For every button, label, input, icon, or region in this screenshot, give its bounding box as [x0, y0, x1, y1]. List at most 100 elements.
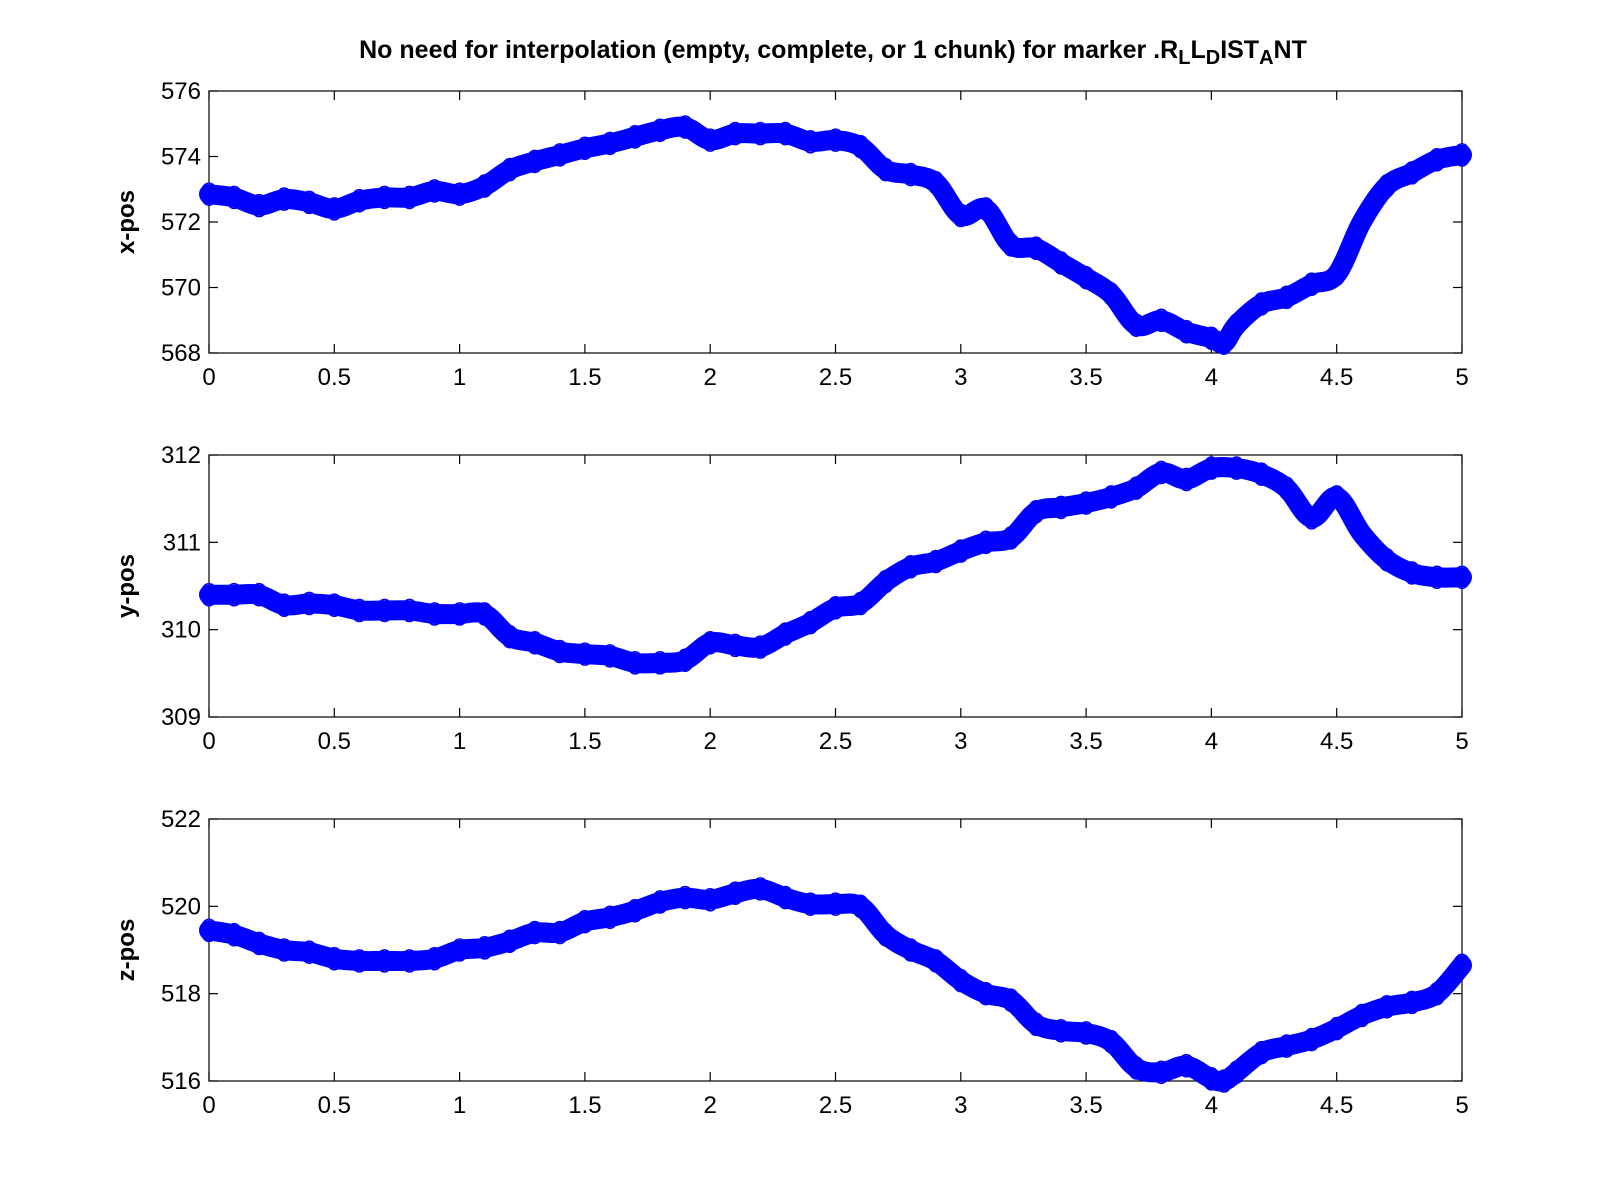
data-point: [1403, 561, 1421, 585]
x-tick-label: 0: [202, 364, 215, 391]
y-tick-label: 310: [161, 617, 201, 644]
data-point: [500, 929, 519, 954]
data-point: [626, 651, 644, 675]
data-point: [225, 582, 243, 607]
data-point: [375, 185, 394, 210]
x-tick-label: 5: [1455, 364, 1468, 391]
subplot-y-pos: 0 0.5 1 1.5 2 2.5 3 3.5 4 4.5 5 309 310 311 312 y-pos: [113, 442, 1472, 755]
x-tick-label: 0.5: [318, 1092, 351, 1119]
series-z-pos: [199, 877, 1472, 1093]
data-point: [1428, 981, 1446, 1006]
x-tick-label: 1.5: [568, 728, 601, 755]
data-point: [726, 881, 745, 906]
data-point: [400, 949, 419, 973]
data-point: [250, 931, 268, 956]
data-point: [1327, 485, 1346, 509]
data-point: [1077, 1021, 1095, 1045]
data-point: [1077, 491, 1095, 515]
data-point: [500, 624, 519, 649]
data-point: [300, 591, 319, 616]
x-tick-label: 5: [1455, 728, 1468, 755]
data-point: [350, 949, 369, 973]
data-point: [1102, 1029, 1120, 1054]
data-point: [1352, 521, 1371, 546]
data-point: [1453, 953, 1471, 978]
data-point: [826, 596, 845, 620]
data-point: [651, 118, 669, 143]
data-point: [300, 940, 319, 964]
data-point: [1252, 292, 1271, 316]
data-point: [1352, 1003, 1371, 1028]
data-point: [1152, 1060, 1171, 1085]
data-point: [1202, 326, 1221, 351]
data-point: [576, 136, 594, 161]
data-point: [525, 920, 544, 945]
subplot-x-pos: 0 0.5 1 1.5 2 2.5 3 3.5 4 4.5 5 568 570 572 574 576 x-po…: [113, 78, 1472, 391]
data-point: [200, 182, 218, 206]
x-tick-label: 2: [704, 364, 717, 391]
x-tick-label: 3: [954, 1092, 967, 1119]
data-point: [851, 134, 870, 159]
data-point: [1052, 251, 1070, 275]
data-point: [751, 121, 770, 146]
data-point: [475, 936, 494, 960]
x-tick-label: 2.5: [819, 1092, 852, 1119]
data-point: [676, 115, 694, 139]
data-point: [1378, 547, 1396, 572]
x-tick-label: 4: [1205, 364, 1218, 391]
data-point: [500, 157, 519, 182]
data-point: [1227, 456, 1246, 480]
data-point: [525, 149, 544, 174]
data-point: [901, 938, 920, 962]
series-trace: [199, 116, 1472, 354]
data-point: [350, 598, 369, 623]
data-point: [450, 602, 469, 626]
data-point: [576, 909, 594, 934]
data-point: [926, 170, 945, 195]
data-point: [676, 648, 694, 673]
data-point: [350, 188, 369, 213]
data-point: [651, 651, 669, 675]
data-point: [1453, 143, 1471, 167]
x-tick-label: 0.5: [318, 364, 351, 391]
data-point: [951, 968, 970, 993]
y-tick-label: 570: [161, 275, 201, 302]
data-point: [951, 539, 970, 563]
data-point: [701, 887, 720, 912]
data-point: [225, 922, 243, 947]
data-point: [225, 185, 243, 210]
data-point: [1277, 285, 1296, 310]
data-point: [1027, 499, 1045, 524]
data-point: [425, 179, 444, 203]
data-point: [1453, 565, 1471, 590]
data-point: [1102, 485, 1120, 509]
x-tick-label: 1: [453, 728, 466, 755]
x-tick-label: 0: [202, 1092, 215, 1119]
data-point: [826, 128, 845, 152]
data-point: [200, 582, 218, 607]
data-point: [300, 190, 319, 215]
data-point: [1327, 1016, 1346, 1041]
y-axis-label: y-pos: [113, 554, 140, 618]
data-point: [1027, 236, 1045, 260]
x-tick-label: 4: [1205, 728, 1218, 755]
data-point: [1127, 313, 1146, 337]
data-point: [1428, 147, 1446, 172]
chart-title: No need for interpolation (empty, comple…: [359, 36, 1307, 69]
y-tick-label: 574: [161, 144, 201, 171]
y-tick-label: 520: [161, 893, 201, 920]
data-point: [551, 920, 569, 945]
data-point: [726, 633, 745, 658]
data-point: [325, 946, 344, 971]
data-point: [626, 125, 644, 149]
x-tick-label: 1.5: [568, 364, 601, 391]
data-point: [1302, 272, 1321, 297]
data-point: [951, 203, 970, 228]
x-tick-label: 2: [704, 728, 717, 755]
x-tick-label: 1: [453, 1092, 466, 1119]
data-point: [1202, 456, 1221, 480]
data-point: [375, 949, 394, 973]
data-point: [726, 121, 745, 146]
data-point: [1403, 990, 1421, 1015]
data-point: [1027, 1012, 1045, 1037]
